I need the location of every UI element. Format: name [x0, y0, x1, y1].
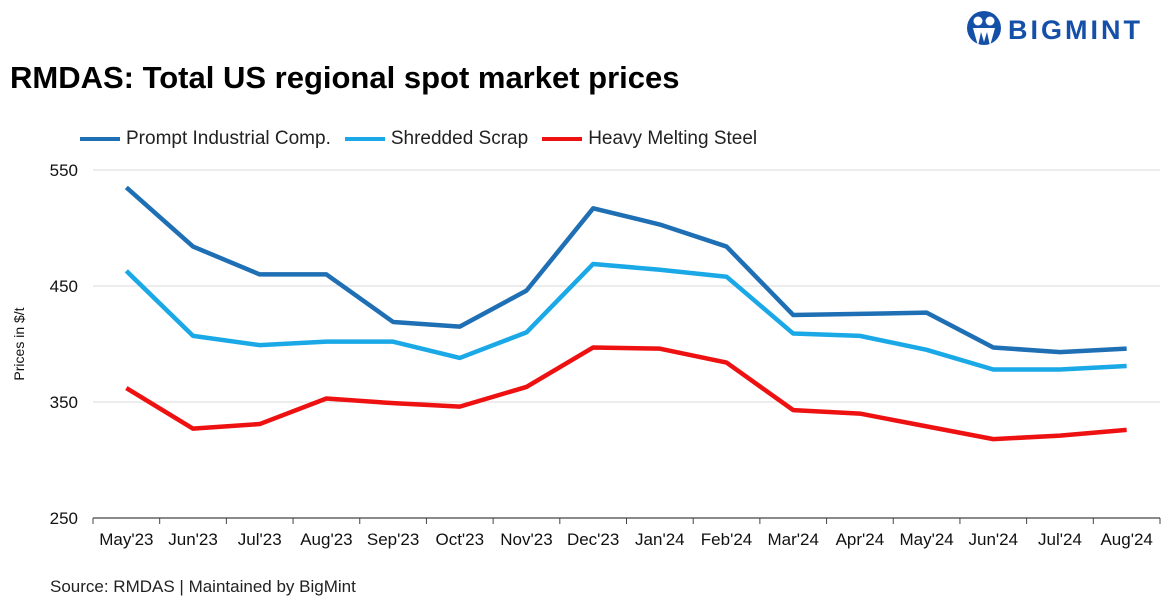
- legend-item: Heavy Melting Steel: [542, 128, 757, 150]
- x-tick-label: May'23: [99, 530, 153, 549]
- y-tick-label: 550: [50, 161, 78, 180]
- legend-label: Prompt Industrial Comp.: [126, 128, 331, 149]
- bigmint-logo: BIGMINT: [966, 10, 1143, 50]
- x-tick-label: Jun'24: [968, 530, 1018, 549]
- y-tick-label: 250: [50, 509, 78, 528]
- logo-text: BIGMINT: [1008, 14, 1143, 45]
- x-tick-label: Jul'24: [1038, 530, 1082, 549]
- x-tick-label: Oct'23: [435, 530, 484, 549]
- x-tick-label: Apr'24: [836, 530, 885, 549]
- legend-item: Prompt Industrial Comp.: [80, 128, 331, 150]
- legend-swatch: [80, 137, 120, 141]
- x-tick-label: Jul'23: [238, 530, 282, 549]
- series-line-0: [124, 185, 1127, 355]
- x-tick-label: May'24: [899, 530, 953, 549]
- bigmint-logo-icon: [967, 11, 1001, 46]
- x-tick-label: Feb'24: [701, 530, 752, 549]
- legend-label: Shredded Scrap: [390, 128, 529, 149]
- source-note: Source: RMDAS | Maintained by BigMint: [50, 577, 356, 596]
- legend: Prompt Industrial Comp. Shredded Scrap Hea…: [80, 128, 757, 150]
- legend-swatch: [542, 137, 583, 141]
- x-tick-label: Dec'23: [567, 530, 619, 549]
- legend-label: Heavy Melting Steel: [588, 128, 758, 149]
- x-tick-label: Mar'24: [768, 530, 819, 549]
- y-tick-label: 350: [50, 393, 78, 412]
- series-line-1: [124, 261, 1127, 372]
- chart-title: RMDAS: Total US regional spot market pri…: [10, 60, 680, 95]
- legend-item: Shredded Scrap: [344, 128, 529, 150]
- x-tick-label: Nov'23: [500, 530, 552, 549]
- x-tick-label: Jun'23: [168, 530, 218, 549]
- legend-swatch: [344, 137, 385, 141]
- x-tick-label: Sep'23: [367, 530, 419, 549]
- y-axis-label: Prices in $/t: [11, 307, 27, 380]
- x-tick-label: Aug'24: [1100, 530, 1152, 549]
- x-tick-label: Jan'24: [635, 530, 685, 549]
- y-tick-label: 450: [50, 277, 78, 296]
- x-tick-label: Aug'23: [300, 530, 352, 549]
- series-line-2: [125, 345, 1127, 442]
